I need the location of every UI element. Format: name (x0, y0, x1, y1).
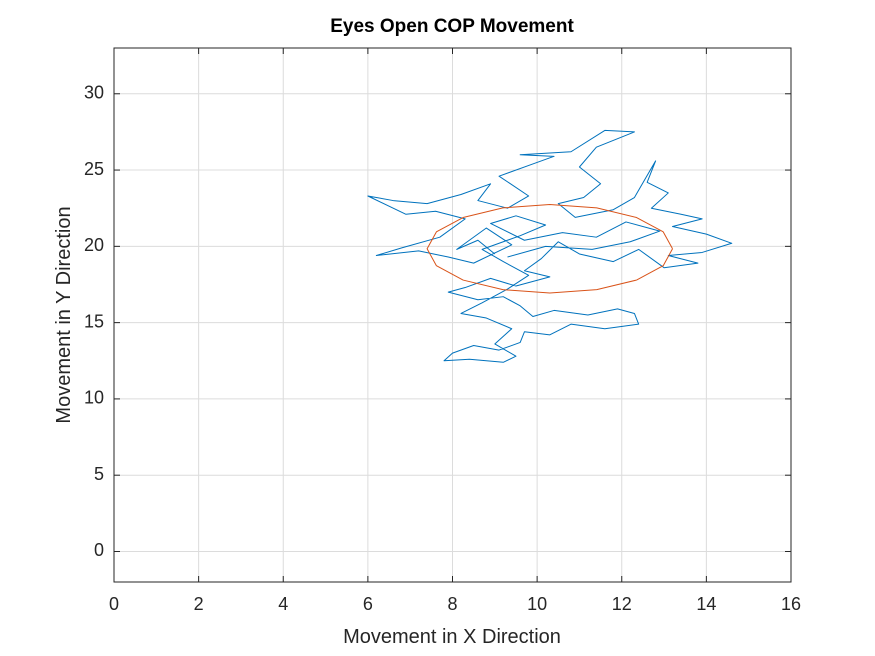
plot-frame (113, 47, 792, 583)
y-tick-label: 20 (84, 235, 104, 255)
x-tick-label: 16 (781, 594, 801, 614)
x-tick-label: 10 (527, 594, 547, 614)
x-tick-label: 0 (109, 594, 119, 614)
x-tick-label: 2 (194, 594, 204, 614)
x-tick-label: 12 (612, 594, 632, 614)
y-tick-label: 5 (94, 464, 104, 484)
y-tick-label: 25 (84, 159, 104, 179)
chart-title: Eyes Open COP Movement (330, 16, 574, 37)
y-tick-label: 30 (84, 83, 104, 103)
x-tick-label: 6 (363, 594, 373, 614)
y-tick-label: 15 (84, 311, 104, 331)
x-tick-label: 14 (696, 594, 716, 614)
x-axis-label: Movement in X Direction (343, 626, 561, 648)
data-line (426, 204, 673, 294)
x-tick-label: 8 (447, 594, 457, 614)
data-line (367, 129, 733, 363)
x-tick-label: 4 (278, 594, 288, 614)
y-tick-label: 0 (94, 540, 104, 560)
y-tick-label: 10 (84, 388, 104, 408)
y-axis-label: Movement in Y Direction (53, 206, 75, 423)
